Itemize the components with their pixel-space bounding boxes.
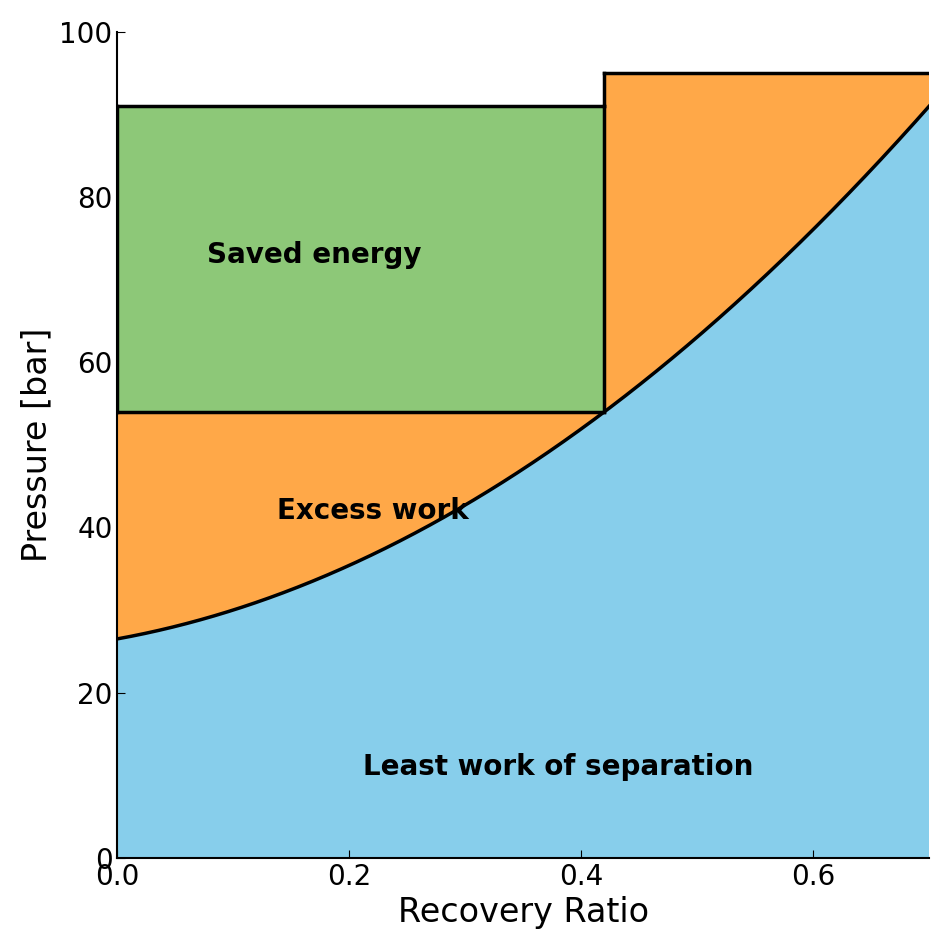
Text: Excess work: Excess work [276, 497, 468, 524]
Text: Saved energy: Saved energy [207, 241, 422, 269]
Polygon shape [604, 73, 929, 411]
Polygon shape [118, 106, 604, 411]
Polygon shape [118, 411, 604, 639]
X-axis label: Recovery Ratio: Recovery Ratio [398, 896, 649, 929]
Text: Least work of separation: Least work of separation [363, 753, 753, 781]
Polygon shape [118, 106, 929, 858]
Y-axis label: Pressure [bar]: Pressure [bar] [21, 328, 54, 562]
